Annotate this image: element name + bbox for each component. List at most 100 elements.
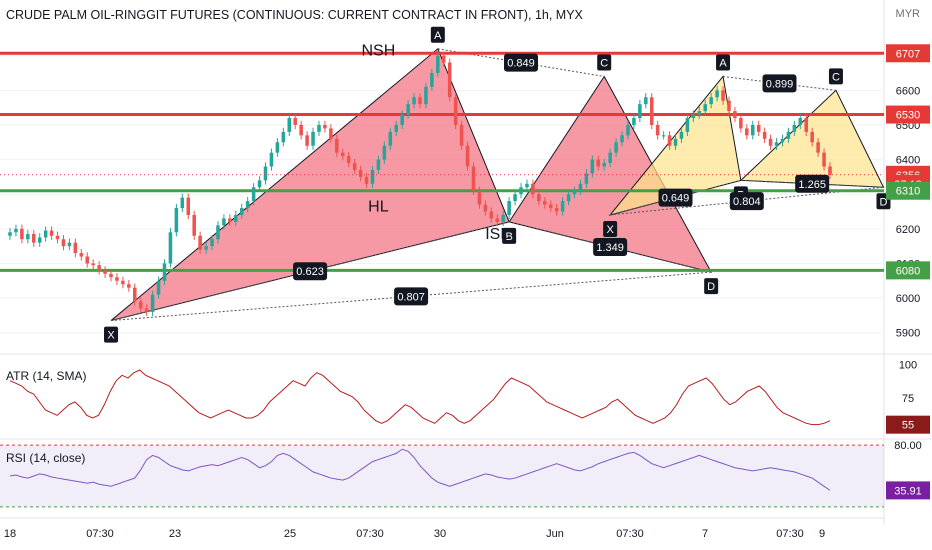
ratio-badge [729,192,764,211]
candle-body [608,152,612,164]
pattern-point-label: D [880,196,888,208]
candle-body [370,169,375,184]
candle-body [786,131,791,139]
atr-line [9,369,831,426]
price-tag [886,181,930,200]
candle-body [204,246,208,250]
candle-body [584,173,589,184]
candle-body [638,104,642,119]
price-tag [886,44,930,63]
candle-body [115,277,119,281]
candle-body [61,239,66,247]
pattern-point-badge [828,68,843,85]
candle-body [245,201,250,209]
candle-body [667,135,672,146]
candle-body [358,169,363,177]
candle-body [507,201,511,215]
candle-body [103,270,107,274]
candle-body [632,118,636,125]
candle-body [531,183,535,195]
candle-body [679,131,684,139]
candle-body [620,135,624,143]
pattern-point-badge [430,26,445,43]
candle-body [234,214,238,222]
candle-body [727,100,731,112]
candle-body [739,118,743,129]
candle-body [168,232,173,264]
candle-body [459,124,464,146]
candle-body [79,253,84,257]
candle-body [655,124,660,136]
ratio-badge [293,262,328,281]
candle-body [768,138,773,146]
candle-body [436,55,440,74]
candle-body [346,156,351,164]
y-tick-label: 6400 [896,155,920,167]
candle-body [673,138,678,146]
candle-body [55,235,60,240]
candle-body [572,190,577,195]
ratio-label: 0.899 [766,78,794,90]
candle-body [186,197,191,215]
price-tag-label: 6707 [896,48,920,60]
candle-body [323,124,327,129]
candle-body [709,97,713,105]
candle-body [329,128,333,139]
candle-body [816,142,820,153]
x-tick-label: 23 [169,528,181,540]
candle-body [750,124,755,136]
candle-body [441,55,446,63]
candle-body [85,256,90,264]
candle-body [335,138,339,153]
x-tick-label: 07:30 [86,528,114,540]
candle-body [412,97,416,105]
x-tick-label: 07:30 [776,528,804,540]
candle-body [566,194,571,202]
candle-body [180,197,185,209]
candle-body [388,131,393,146]
candle-body [519,187,523,195]
x-tick-label: 25 [284,528,296,540]
ratio-badge [795,174,830,193]
candle-body [8,232,12,236]
candle-body [239,208,244,215]
candle-body [287,118,292,132]
candle-body [91,263,95,266]
candle-body [578,183,583,191]
ratio-badge [504,53,539,72]
candle-body [774,142,779,146]
candle-body [798,118,803,125]
candle-body [756,124,761,132]
pattern-point-badge [502,227,517,244]
candle-body [489,211,494,219]
candle-body [501,214,505,222]
candle-body [364,176,369,184]
candle-body [162,263,167,281]
y-tick-label: 5900 [896,328,920,340]
candle-body [418,97,422,105]
candle-body [382,145,387,160]
ratio-badge [593,237,628,256]
pattern-point-badge [704,278,719,295]
candle-body [447,62,452,98]
candle-body [37,237,42,243]
candle-body [602,163,606,167]
candle-body [543,201,547,205]
ratio-badge [762,74,797,93]
price-tag-label: 6310 [896,186,920,198]
candle-body [424,86,428,105]
candle-body [495,218,500,222]
candle-body [828,166,832,175]
chart-title: CRUDE PALM OIL-RINGGIT FUTURES (CONTINUO… [6,8,583,22]
atr-title: ATR (14, SMA) [6,369,86,383]
candle-body [138,301,143,309]
rsi-title: RSI (14, close) [6,451,85,465]
candle-body [614,142,618,153]
candle-body [216,225,220,240]
candle-body [210,239,214,247]
x-tick-label: 07:30 [616,528,644,540]
candle-body [127,284,131,288]
candle-body [406,104,410,115]
chart-annotation: ISL [485,226,509,243]
